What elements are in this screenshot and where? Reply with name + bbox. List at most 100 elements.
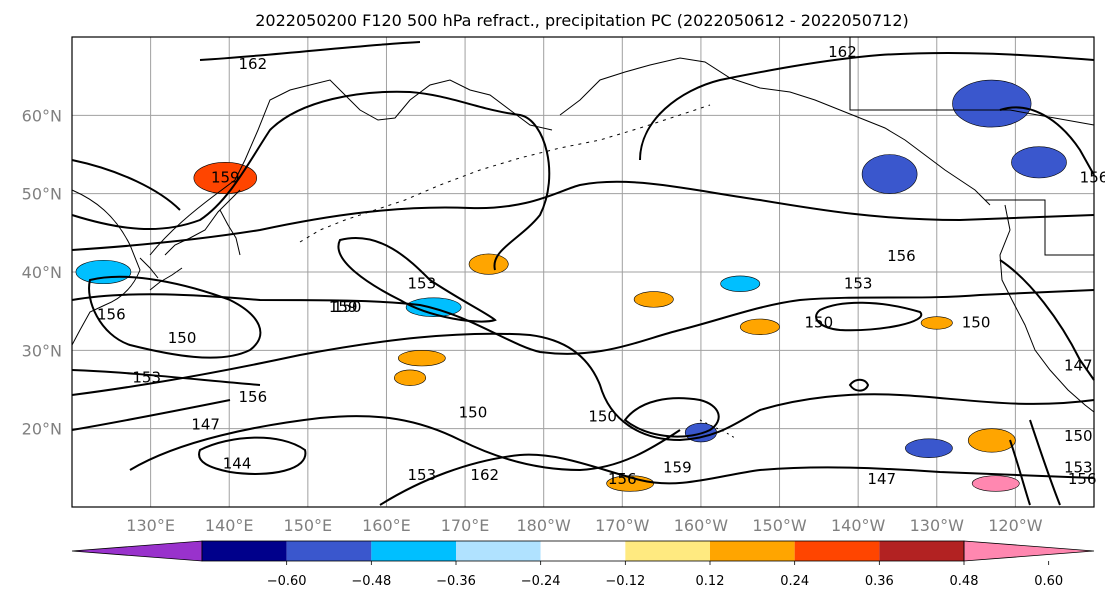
precip-patch [75,259,132,285]
contour-line [71,180,1095,251]
y-tick-label: 60°N [22,106,62,125]
contour-label: 156 [608,470,637,488]
y-tick-label: 20°N [22,420,62,439]
contour-label: 147 [191,415,220,433]
gridlines [72,37,1094,507]
precip-patch [971,475,1020,492]
colorbar-swatch [625,541,710,561]
contour-label: 162 [238,55,267,73]
colorbar-swatch [879,541,964,561]
x-tick-label: 160°E [362,516,411,535]
contour-line [815,301,923,332]
contour-label: 153 [408,274,437,292]
precip-patch [633,291,674,308]
colorbar-swatch [794,541,880,561]
contour-line [379,453,1095,506]
precip-patch [739,318,780,335]
contour-label: 153 [408,466,437,484]
coastline-north-america [849,37,1095,413]
refractivity-contours [71,41,1095,506]
map-border [71,36,1095,508]
precip-patch [468,253,509,275]
contour-label: 156 [1068,470,1097,488]
y-axis-ticks: 20°N 30°N 40°N 50°N 60°N [22,106,62,438]
contour-label: 147 [867,470,896,488]
x-tick-label: 120°W [988,516,1043,535]
contour-label: 150 [805,313,834,331]
precip-patch [967,428,1016,453]
coastline-aleutians [299,104,711,243]
y-tick-label: 50°N [22,185,62,204]
contour-line [623,397,720,438]
precip-patch [1011,146,1067,179]
colorbar: −0.60 −0.48 −0.36 −0.24 −0.12 0.12 0.24 0.36 0.4… [71,540,1095,589]
colorbar-outline [201,540,965,562]
contour-label: 162 [828,43,857,61]
precip-patch [861,154,918,194]
x-tick-label: 140°W [831,516,886,535]
contour-label: 159 [211,169,240,187]
colorbar-tick-label: 0.24 [780,574,809,589]
contour-line [1009,419,1061,506]
colorbar-tick-label: 0.12 [696,574,725,589]
x-tick-label: 180°W [517,516,572,535]
precip-patch [397,350,446,367]
contour-line [71,369,261,431]
coastline-asia [71,79,553,346]
x-tick-label: 140°E [205,516,254,535]
x-tick-label: 150°E [284,516,333,535]
colorbar-swatch [202,541,287,561]
contour-line [71,289,1095,355]
precip-patch [905,438,953,458]
colorbar-swatches [71,540,1095,562]
x-tick-label: 130°E [126,516,175,535]
coastline-hawaii [699,419,736,439]
contour-label: 153 [132,368,161,386]
colorbar-tick-label: 0.36 [865,574,894,589]
colorbar-ticks: −0.60 −0.48 −0.36 −0.24 −0.12 0.12 0.24 0.36 0.4… [267,561,1063,589]
x-tick-label: 150°W [752,516,807,535]
contour-label: 150 [962,313,991,331]
chart-title: 2022050200 F120 500 hPa refract., precip… [255,11,909,30]
colorbar-extend-min [71,540,203,562]
coastline-japan [149,189,241,291]
contour-label: 144 [223,454,252,472]
colorbar-extend-max [963,540,1095,562]
colorbar-swatch [456,541,541,561]
contour-labels: 162 162 159 156 156 156 153 153 150 150 150 159 153 1… [97,43,1105,488]
contour-line [71,332,1095,442]
x-tick-label: 160°W [674,516,729,535]
contour-label: 159 [329,298,358,316]
contour-line [999,106,1095,176]
x-tick-label: 170°E [441,516,490,535]
contour-label: 147 [1064,357,1093,375]
coastline-alaska [559,57,991,206]
map-plot-area: 162 162 159 156 156 156 153 153 150 150 150 159 153 1… [71,36,1105,508]
precip-patch [720,275,761,292]
contour-line [88,275,262,359]
precip-patch [920,316,953,330]
precip-patch [193,162,258,194]
colorbar-tick-label: −0.24 [521,574,561,589]
x-tick-label: 170°W [595,516,650,535]
x-axis-ticks: 130°E 140°E 150°E 160°E 170°E 180°W 170°W 160°W… [126,516,1042,535]
contour-label: 150 [1064,427,1093,445]
colorbar-tick-label: −0.48 [351,574,391,589]
contour-line [639,51,1095,161]
contour-label: 156 [97,306,126,324]
contour-label: 156 [887,247,916,265]
contour-label: 153 [844,274,873,292]
contour-label: 150 [459,404,488,422]
y-tick-label: 40°N [22,263,62,282]
colorbar-swatch [710,541,795,561]
contour-label: 162 [470,466,499,484]
colorbar-tick-label: −0.60 [267,574,307,589]
colorbar-tick-label: 0.60 [1034,574,1063,589]
colorbar-tick-label: −0.36 [436,574,476,589]
contour-line [198,436,307,475]
contour-line [129,415,681,472]
colorbar-tick-label: 0.48 [950,574,979,589]
contour-line [71,90,551,271]
precip-patch [394,369,427,386]
